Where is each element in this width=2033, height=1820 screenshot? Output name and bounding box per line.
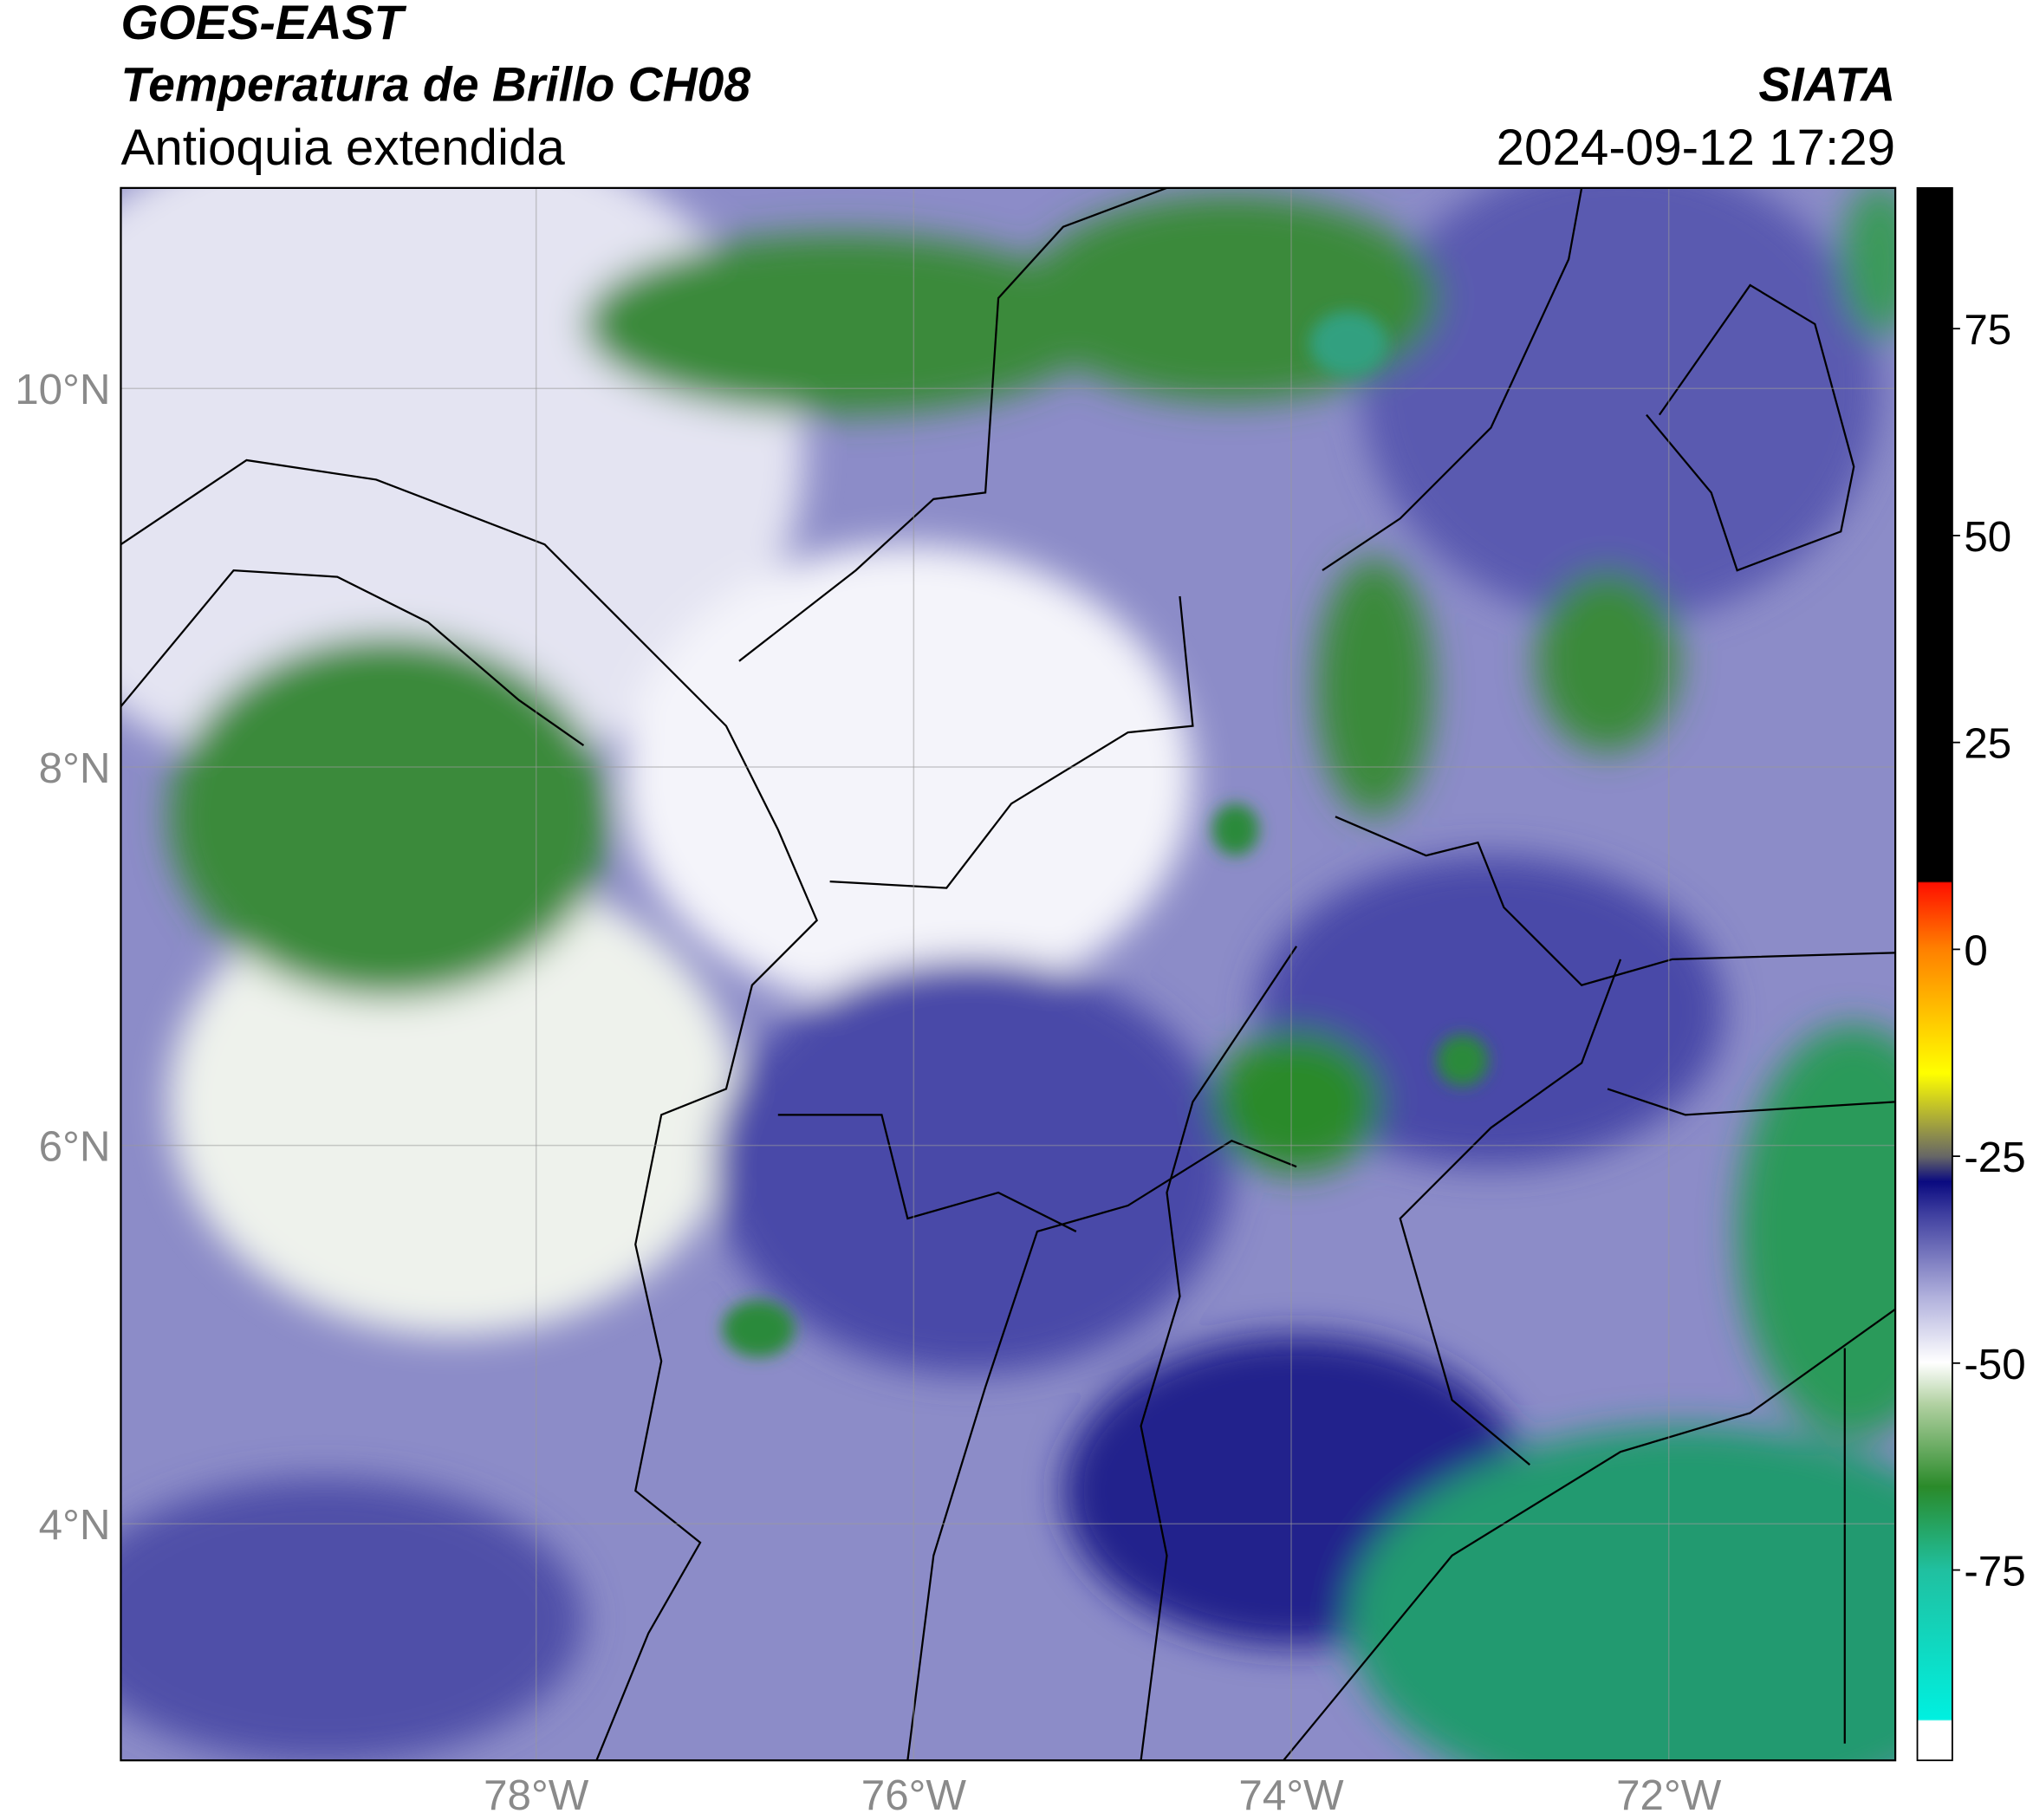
colorbar-tick-label: 50 — [1964, 513, 2011, 561]
lat-tick-label: 4°N — [39, 1501, 111, 1549]
colorbar: -75 -50 -25 0 25 50 75 — [1916, 186, 2026, 1762]
colorbar-tick-label: 25 — [1964, 720, 2011, 768]
colorbar-ramp — [1916, 186, 1953, 1762]
colorbar-tick-label: 75 — [1964, 306, 2011, 354]
lat-tick-label: 8°N — [39, 744, 111, 792]
subtitle: Antioquia extendida — [120, 120, 565, 176]
map-frame — [120, 186, 1897, 1762]
lon-tick-label: 76°W — [861, 1771, 967, 1819]
colorbar-tick-label: 0 — [1964, 926, 1987, 974]
title-line1: GOES-EAST — [120, 0, 406, 49]
lat-tick-label: 10°N — [15, 366, 110, 413]
agency: SIATA — [1758, 58, 1895, 112]
timestamp: 2024-09-12 17:29 — [1497, 120, 1896, 176]
colorbar-tick-label: -50 — [1964, 1341, 2025, 1388]
lon-tick-label: 78°W — [484, 1771, 589, 1819]
title-line2: Temperatura de Brillo CH08 — [120, 58, 750, 112]
colorbar-tick-label: -75 — [1964, 1548, 2025, 1596]
lat-tick-label: 6°N — [39, 1123, 111, 1171]
graticule: 10°N 8°N 6°N 4°N 78°W 76°W 74°W 72°W — [15, 187, 1896, 1819]
satellite-image — [120, 187, 1896, 1761]
lon-tick-label: 72°W — [1616, 1771, 1722, 1819]
lon-tick-label: 74°W — [1238, 1771, 1344, 1819]
colorbar-tick-label: -25 — [1964, 1134, 2025, 1181]
